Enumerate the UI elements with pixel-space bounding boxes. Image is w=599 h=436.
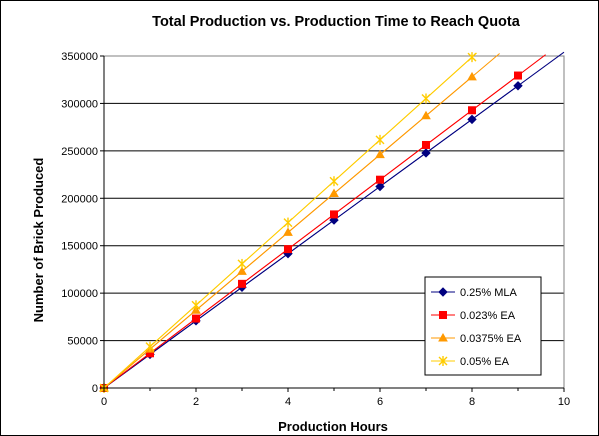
y-axis-title: Number of Brick Produced	[31, 158, 46, 323]
chart-title: Total Production vs. Production Time to …	[152, 14, 521, 30]
data-point	[283, 227, 293, 236]
data-point	[421, 110, 431, 120]
series-1	[100, 71, 522, 392]
legend-marker	[439, 311, 447, 319]
legend-marker	[438, 332, 448, 342]
data-point	[375, 134, 385, 145]
series-layer	[99, 52, 523, 393]
data-point	[238, 279, 246, 288]
data-point	[330, 210, 338, 219]
x-tick-label: 6	[377, 396, 383, 408]
data-point	[467, 114, 477, 125]
y-tick-label: 50000	[67, 336, 98, 348]
data-point	[329, 176, 339, 187]
data-point	[467, 71, 477, 81]
data-point	[191, 300, 201, 311]
y-tick-label: 250000	[61, 146, 98, 158]
data-point	[467, 52, 477, 63]
data-point	[192, 314, 200, 323]
data-point	[376, 175, 384, 184]
data-point	[514, 71, 522, 80]
x-tick-label: 4	[285, 396, 291, 408]
y-tick-label: 300000	[61, 98, 98, 110]
series-line-0	[103, 85, 519, 389]
data-point	[421, 148, 431, 158]
data-point	[284, 245, 292, 254]
y-tick-label: 100000	[61, 288, 98, 300]
legend-marker	[438, 356, 448, 366]
legend-label: 0.0375% EA	[460, 333, 522, 345]
data-point	[237, 258, 247, 269]
data-point	[145, 341, 155, 352]
y-tick-label: 150000	[61, 241, 98, 253]
y-tick-label: 350000	[61, 51, 98, 63]
data-point	[329, 188, 339, 198]
legend-label: 0.023% EA	[460, 310, 516, 322]
legend-label: 0.25% MLA	[460, 287, 518, 299]
data-point	[283, 217, 293, 228]
data-point	[421, 93, 431, 104]
x-tick-label: 0	[101, 396, 107, 408]
series-line-1	[103, 75, 519, 389]
axes: 0 50000 100000 150000 200000 250000 300000 3500…	[61, 51, 570, 408]
data-point	[375, 149, 385, 159]
x-tick-label: 8	[469, 396, 475, 408]
x-tick-label: 10	[558, 396, 570, 408]
y-tick-label: 0	[92, 383, 98, 395]
data-point	[513, 81, 523, 91]
x-tick-label: 2	[193, 396, 199, 408]
y-tick-label: 200000	[61, 193, 98, 205]
legend-label: 0.05% EA	[460, 356, 510, 368]
x-axis-title: Production Hours	[278, 419, 388, 434]
data-point	[422, 140, 430, 149]
data-point	[375, 181, 385, 192]
series-2	[99, 71, 477, 392]
data-point	[237, 266, 247, 275]
legend-marker	[438, 287, 448, 297]
legend: 0.25% MLA 0.023% EA 0.0375% EA 0.05% EA	[424, 276, 542, 376]
data-point	[468, 106, 476, 115]
